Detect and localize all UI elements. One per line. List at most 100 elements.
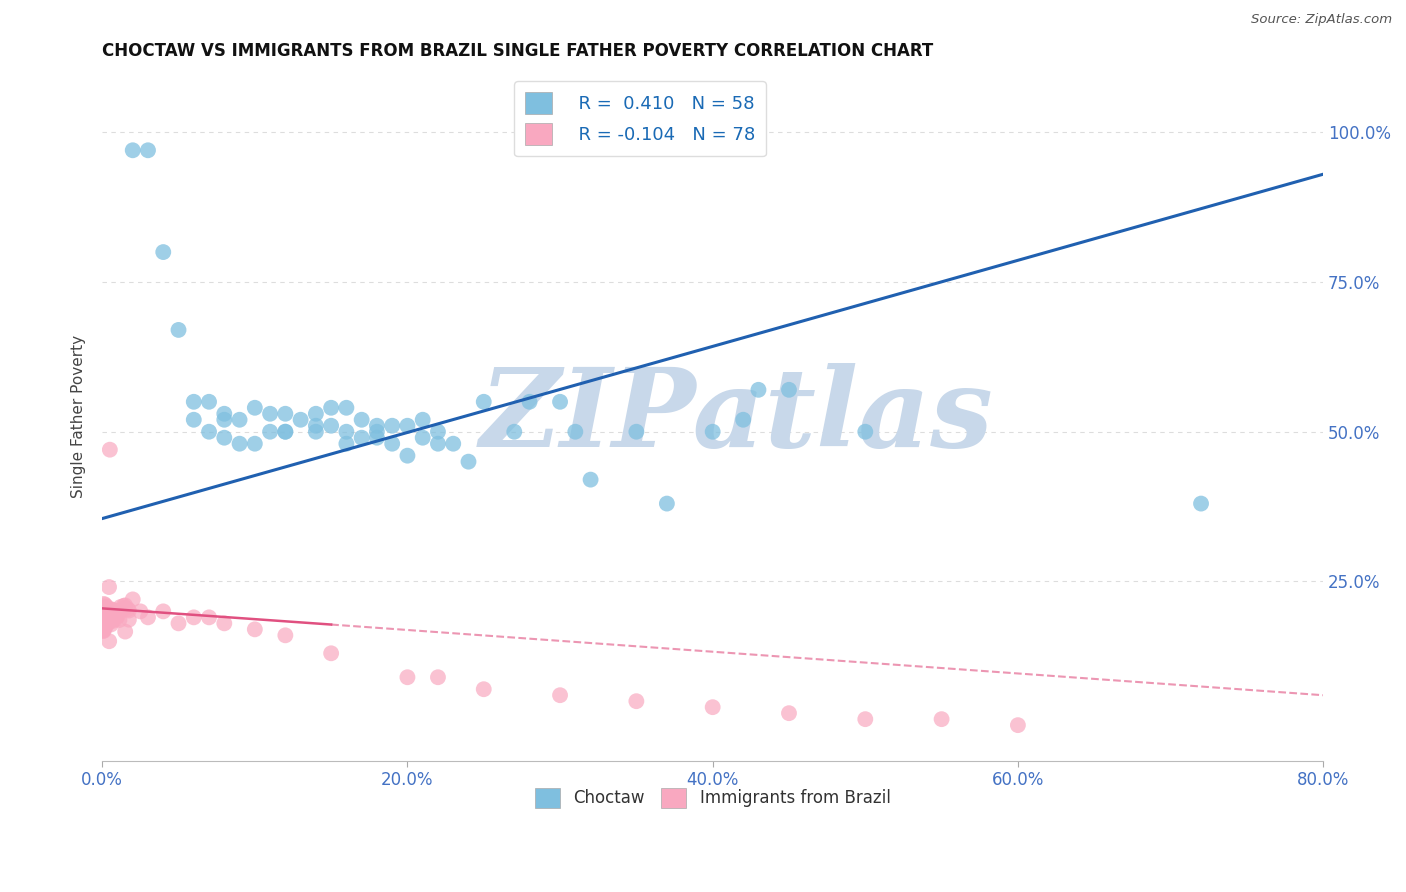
Point <box>97 613 120 627</box>
Point <box>274 425 297 439</box>
Point <box>104 612 127 626</box>
Point <box>198 394 221 409</box>
Point <box>94 619 117 633</box>
Point <box>121 592 143 607</box>
Point <box>228 413 250 427</box>
Point <box>129 604 152 618</box>
Point <box>702 425 724 439</box>
Point <box>426 670 449 684</box>
Point <box>91 623 114 637</box>
Point <box>97 607 120 622</box>
Point <box>350 413 373 427</box>
Point <box>93 607 115 622</box>
Point <box>118 604 141 618</box>
Point <box>93 611 115 625</box>
Point <box>655 497 678 511</box>
Point <box>100 607 122 622</box>
Point <box>98 580 121 594</box>
Point <box>426 436 449 450</box>
Point <box>103 614 125 628</box>
Point <box>94 612 117 626</box>
Point <box>702 700 724 714</box>
Point <box>107 604 129 618</box>
Point <box>214 616 236 631</box>
Point <box>733 413 755 427</box>
Point <box>366 425 388 439</box>
Y-axis label: Single Father Poverty: Single Father Poverty <box>72 335 86 499</box>
Point <box>91 624 114 638</box>
Point <box>214 407 236 421</box>
Point <box>243 436 266 450</box>
Point <box>117 602 139 616</box>
Point <box>108 613 131 627</box>
Legend: Choctaw, Immigrants from Brazil: Choctaw, Immigrants from Brazil <box>529 781 897 814</box>
Point <box>519 394 541 409</box>
Point <box>101 603 124 617</box>
Point <box>98 442 121 457</box>
Point <box>274 425 297 439</box>
Point <box>93 597 115 611</box>
Point <box>93 600 115 615</box>
Point <box>96 614 118 628</box>
Point <box>335 401 357 415</box>
Point <box>214 431 236 445</box>
Point <box>104 610 127 624</box>
Point <box>152 604 174 618</box>
Point <box>98 605 121 619</box>
Point <box>321 646 343 660</box>
Point <box>183 610 205 624</box>
Point <box>96 599 118 614</box>
Point <box>472 394 495 409</box>
Point <box>366 418 388 433</box>
Point <box>243 401 266 415</box>
Point <box>183 394 205 409</box>
Point <box>93 623 115 637</box>
Point <box>152 245 174 260</box>
Point <box>274 407 297 421</box>
Point <box>441 436 464 450</box>
Point <box>548 394 571 409</box>
Point <box>93 624 115 638</box>
Point <box>114 601 136 615</box>
Point <box>426 425 449 439</box>
Point <box>503 425 526 439</box>
Point <box>183 413 205 427</box>
Point <box>96 601 118 615</box>
Point <box>396 449 419 463</box>
Point <box>1007 718 1029 732</box>
Point <box>853 425 876 439</box>
Point <box>118 613 141 627</box>
Point <box>94 618 117 632</box>
Point <box>853 712 876 726</box>
Point <box>91 602 114 616</box>
Point <box>93 618 115 632</box>
Point <box>97 614 120 628</box>
Point <box>100 602 122 616</box>
Point <box>91 606 114 620</box>
Point <box>93 604 115 618</box>
Point <box>626 694 648 708</box>
Point <box>412 413 434 427</box>
Text: ZIPatlas: ZIPatlas <box>481 363 994 470</box>
Point <box>94 611 117 625</box>
Point <box>167 323 190 337</box>
Point <box>98 603 121 617</box>
Point <box>91 612 114 626</box>
Point <box>259 407 281 421</box>
Point <box>457 455 479 469</box>
Point <box>107 609 129 624</box>
Text: Source: ZipAtlas.com: Source: ZipAtlas.com <box>1251 13 1392 27</box>
Point <box>396 418 419 433</box>
Point <box>136 610 159 624</box>
Point <box>335 425 357 439</box>
Point <box>564 425 586 439</box>
Point <box>94 598 117 612</box>
Point <box>274 628 297 642</box>
Point <box>335 436 357 450</box>
Point <box>381 418 404 433</box>
Text: CHOCTAW VS IMMIGRANTS FROM BRAZIL SINGLE FATHER POVERTY CORRELATION CHART: CHOCTAW VS IMMIGRANTS FROM BRAZIL SINGLE… <box>103 42 934 60</box>
Point <box>778 706 800 721</box>
Point <box>778 383 800 397</box>
Point <box>198 425 221 439</box>
Point <box>259 425 281 439</box>
